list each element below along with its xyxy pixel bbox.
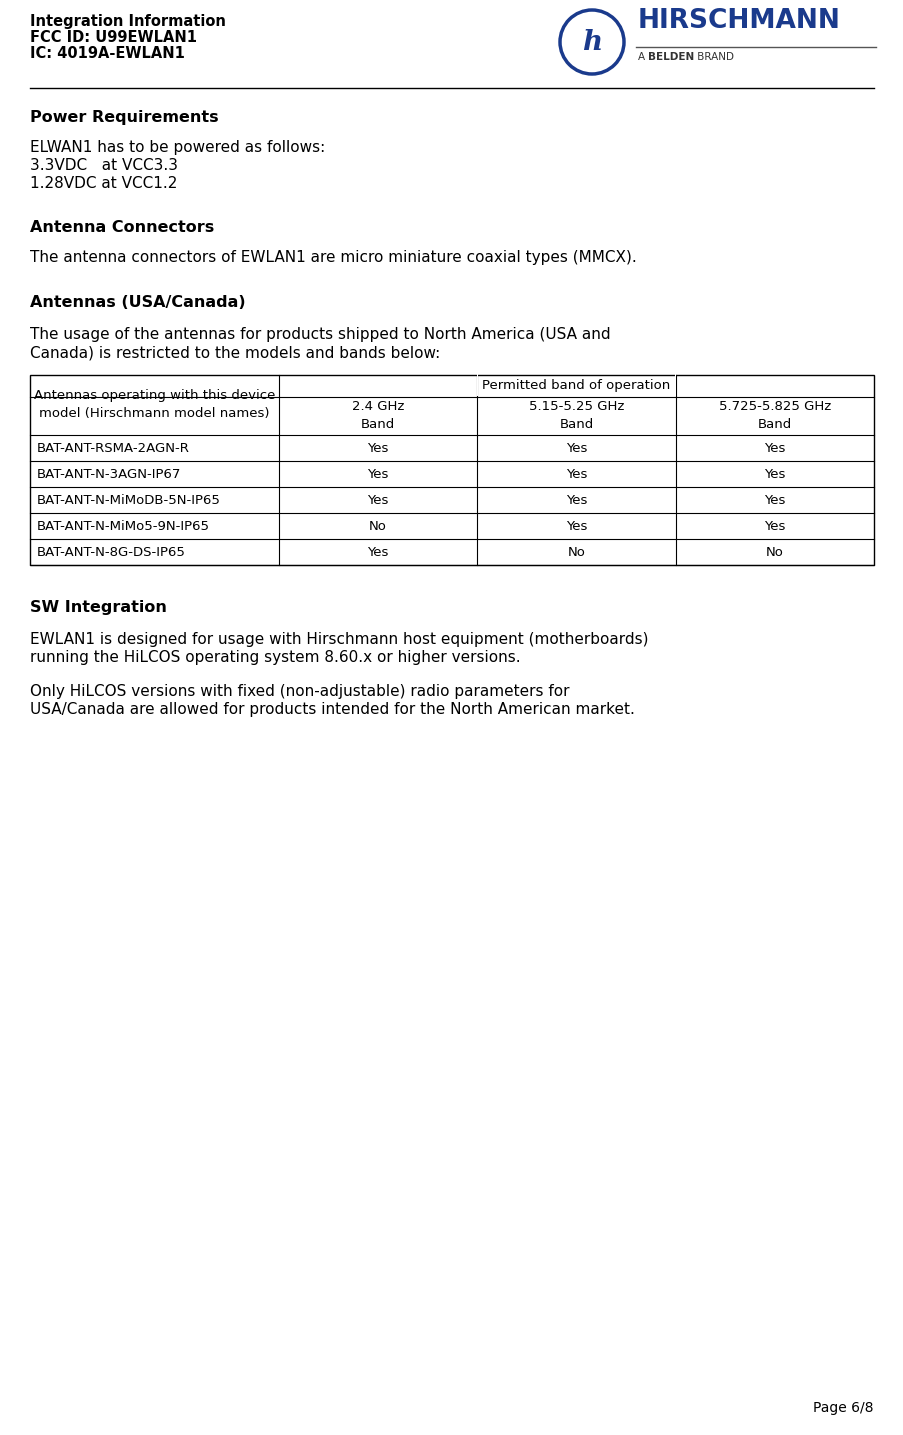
Text: Antennas operating with this device
model (Hirschmann model names): Antennas operating with this device mode… — [33, 389, 275, 420]
Text: Yes: Yes — [367, 442, 388, 455]
Text: SW Integration: SW Integration — [30, 600, 167, 616]
Text: h: h — [582, 29, 601, 56]
Text: No: No — [765, 545, 783, 558]
Text: Yes: Yes — [763, 468, 785, 481]
Text: 2.4 GHz
Band: 2.4 GHz Band — [351, 400, 404, 432]
Text: Antennas (USA/Canada): Antennas (USA/Canada) — [30, 296, 246, 310]
Text: Only HiLCOS versions with fixed (non-adjustable) radio parameters for: Only HiLCOS versions with fixed (non-adj… — [30, 684, 569, 699]
Text: Yes: Yes — [565, 519, 587, 532]
Text: No: No — [567, 545, 585, 558]
Text: Yes: Yes — [763, 519, 785, 532]
Text: IC: 4019A-EWLAN1: IC: 4019A-EWLAN1 — [30, 46, 185, 62]
Text: FCC ID: U99EWLAN1: FCC ID: U99EWLAN1 — [30, 30, 197, 44]
Text: BAT-ANT-N-8G-DS-IP65: BAT-ANT-N-8G-DS-IP65 — [37, 545, 186, 558]
Text: Yes: Yes — [565, 468, 587, 481]
Text: The antenna connectors of EWLAN1 are micro miniature coaxial types (MMCX).: The antenna connectors of EWLAN1 are mic… — [30, 250, 636, 265]
Text: Power Requirements: Power Requirements — [30, 110, 219, 125]
Text: ELWAN1 has to be powered as follows:: ELWAN1 has to be powered as follows: — [30, 141, 325, 155]
Text: Yes: Yes — [367, 468, 388, 481]
Text: BRAND: BRAND — [694, 52, 733, 62]
Text: Yes: Yes — [763, 494, 785, 507]
Text: HIRSCHMANN: HIRSCHMANN — [638, 9, 840, 34]
Bar — [30, 375, 873, 565]
Text: 1.28VDC at VCC1.2: 1.28VDC at VCC1.2 — [30, 177, 177, 191]
Text: No: No — [368, 519, 386, 532]
Text: Page 6/8: Page 6/8 — [813, 1401, 873, 1415]
Text: Yes: Yes — [763, 442, 785, 455]
Text: USA/Canada are allowed for products intended for the North American market.: USA/Canada are allowed for products inte… — [30, 702, 634, 718]
Text: 5.725-5.825 GHz
Band: 5.725-5.825 GHz Band — [718, 400, 830, 432]
Text: BAT-ANT-N-3AGN-IP67: BAT-ANT-N-3AGN-IP67 — [37, 468, 182, 481]
Text: Canada) is restricted to the models and bands below:: Canada) is restricted to the models and … — [30, 344, 440, 360]
Text: running the HiLCOS operating system 8.60.x or higher versions.: running the HiLCOS operating system 8.60… — [30, 650, 520, 664]
Text: 3.3VDC   at VCC3.3: 3.3VDC at VCC3.3 — [30, 158, 178, 174]
Text: Yes: Yes — [367, 494, 388, 507]
Text: 5.15-5.25 GHz
Band: 5.15-5.25 GHz Band — [528, 400, 623, 432]
Text: BAT-ANT-RSMA-2AGN-R: BAT-ANT-RSMA-2AGN-R — [37, 442, 190, 455]
Text: EWLAN1 is designed for usage with Hirschmann host equipment (motherboards): EWLAN1 is designed for usage with Hirsch… — [30, 631, 647, 647]
Text: Yes: Yes — [367, 545, 388, 558]
Text: Yes: Yes — [565, 494, 587, 507]
Text: Permitted band of operation: Permitted band of operation — [482, 379, 670, 393]
Text: The usage of the antennas for products shipped to North America (USA and: The usage of the antennas for products s… — [30, 327, 610, 342]
Text: Antenna Connectors: Antenna Connectors — [30, 220, 214, 235]
Text: A: A — [638, 52, 647, 62]
Text: Yes: Yes — [565, 442, 587, 455]
Text: BELDEN: BELDEN — [647, 52, 694, 62]
Text: Integration Information: Integration Information — [30, 14, 226, 29]
Bar — [476, 375, 478, 396]
Text: BAT-ANT-N-MiMo5-9N-IP65: BAT-ANT-N-MiMo5-9N-IP65 — [37, 519, 209, 532]
Text: BAT-ANT-N-MiMoDB-5N-IP65: BAT-ANT-N-MiMoDB-5N-IP65 — [37, 494, 220, 507]
